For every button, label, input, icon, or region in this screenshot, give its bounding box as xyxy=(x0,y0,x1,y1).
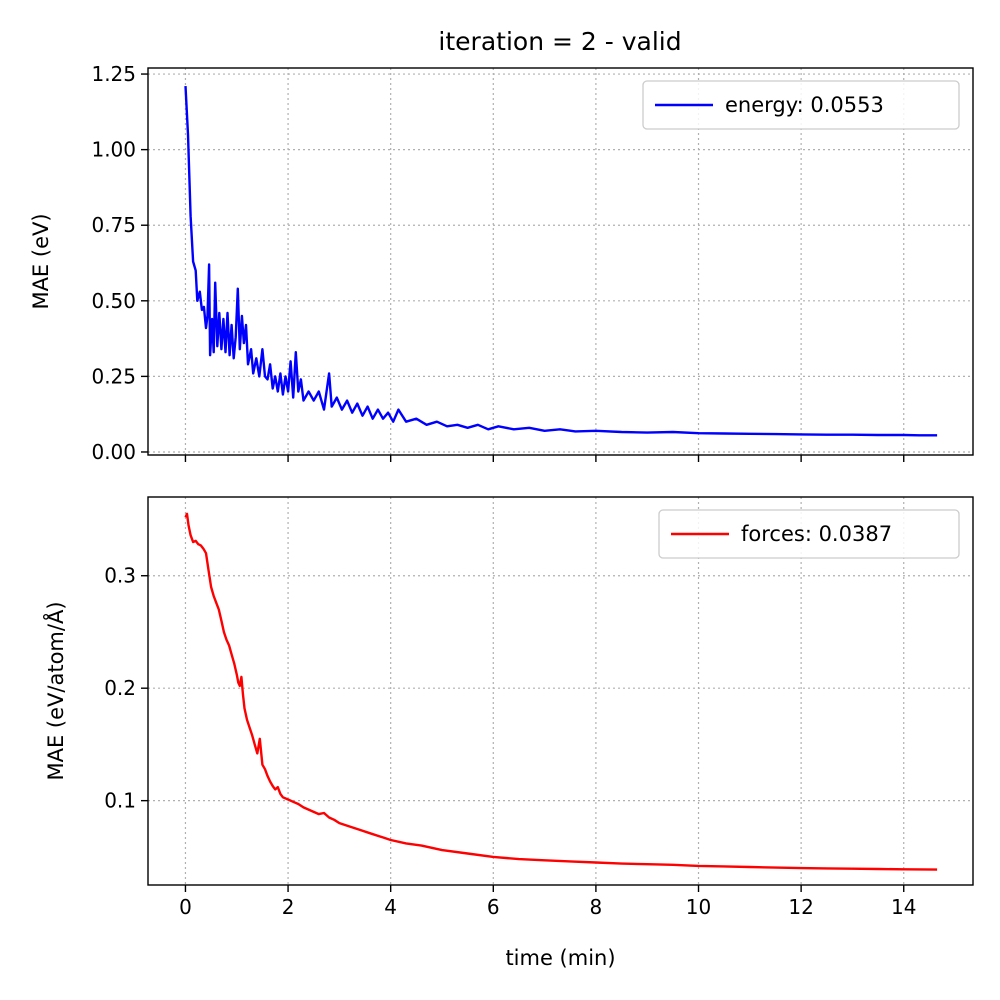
y-tick-label: 0.1 xyxy=(104,789,136,813)
axes-frame xyxy=(147,496,974,886)
series-line xyxy=(184,512,938,871)
x-tick-label: 10 xyxy=(686,895,711,919)
legend: energy: 0.0553 xyxy=(642,80,960,130)
x-tick-label: 4 xyxy=(384,895,397,919)
energy-panel: 0.00 0.25 0.50 0.75 1.00 1.25 MAE (eV) energy: … xyxy=(29,62,974,464)
chart-title: iteration = 2 - valid xyxy=(438,27,681,56)
legend-box xyxy=(658,509,960,559)
y-tick-label: 0.3 xyxy=(104,564,136,588)
y-tick-label: 1.00 xyxy=(91,138,136,162)
legend-label: energy: 0.0553 xyxy=(725,93,884,117)
y-tick-label: 0.50 xyxy=(91,289,136,313)
x-tick-label: 8 xyxy=(590,895,603,919)
y-tick-label: 0.75 xyxy=(91,213,136,237)
x-tick-label: 2 xyxy=(282,895,295,919)
y-axis-label: MAE (eV/atom/Å) xyxy=(42,601,68,780)
x-axis-label: time (min) xyxy=(505,946,615,970)
x-tick-label: 12 xyxy=(788,895,813,919)
axes-frame xyxy=(147,67,974,456)
y-tick-label: 0.2 xyxy=(104,676,136,700)
y-tick-label: 0.00 xyxy=(91,440,136,464)
y-tick-label: 0.25 xyxy=(91,364,136,388)
legend-box xyxy=(642,80,960,130)
y-axis-label: MAE (eV) xyxy=(29,213,53,309)
forces-panel: 0 2 4 6 8 10 12 14 0.1 0.2 0.3 MAE (eV/atom/Å) time … xyxy=(42,496,974,970)
series-line xyxy=(184,86,938,437)
legend-label: forces: 0.0387 xyxy=(741,522,892,546)
legend: forces: 0.0387 xyxy=(658,509,960,559)
x-tick-label: 14 xyxy=(891,895,916,919)
x-tick-label: 6 xyxy=(487,895,500,919)
x-tick-label: 0 xyxy=(179,895,192,919)
y-tick-label: 1.25 xyxy=(91,62,136,86)
